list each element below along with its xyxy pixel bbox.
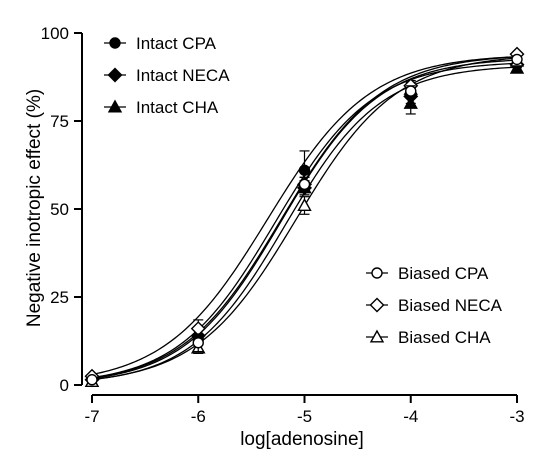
legend-marker [107,99,123,113]
x-tick-label: -6 [191,407,206,426]
legend-marker [369,329,385,343]
legend-label: Biased NECA [398,296,503,315]
data-point-intact-cpa [298,164,311,176]
axes: -7 -6 -5 -4 -3 0 25 50 75 100 [41,24,525,426]
legend-biased: Biased CPA Biased NECA Biased CHA [366,264,503,347]
series-biased-cpa [86,53,523,386]
x-axis-label: log[adenosine] [240,429,364,450]
legend-label: Biased CPA [398,264,489,283]
legend-marker [109,37,121,49]
legend-marker [371,267,383,279]
data-point-biased-cpa [298,178,311,191]
data-point-biased-cpa [511,53,523,66]
y-tick-label: 100 [41,24,69,43]
legend-marker [107,67,123,83]
legend-label: Biased CHA [398,328,491,347]
y-tick-label: 50 [50,200,69,219]
legend-label: Intact CPA [136,34,217,53]
x-tick-label: -5 [297,407,312,426]
legend-marker [369,297,385,313]
data-point-biased-cpa [192,337,204,349]
data-point-biased-cpa [86,374,98,386]
data-point-intact-cha [509,60,525,74]
legend-intact: Intact CPA Intact NECA Intact CHA [104,34,230,117]
legend-item: Intact CPA [104,34,217,53]
y-tick-label: 25 [50,288,69,307]
data-point-biased-cha [297,198,312,211]
x-tick-label: -7 [84,407,99,426]
x-tick-label: -3 [509,407,524,426]
legend-item: Biased CPA [366,264,489,283]
legend-item: Intact CHA [104,98,219,117]
legend-label: Intact CHA [136,98,219,117]
y-tick-label: 75 [50,112,69,131]
legend-item: Biased NECA [366,296,503,315]
data-point-biased-cpa [405,85,417,97]
data-point-intact-cha [403,95,418,109]
data-points [84,46,525,388]
x-tick-label: -4 [403,407,418,426]
legend-label: Intact NECA [136,66,230,85]
y-axis-label: Negative inotropic effect (%) [24,89,45,327]
legend-item: Intact NECA [104,66,230,85]
legend-item: Biased CHA [366,328,491,347]
y-tick-label: 0 [60,376,69,395]
